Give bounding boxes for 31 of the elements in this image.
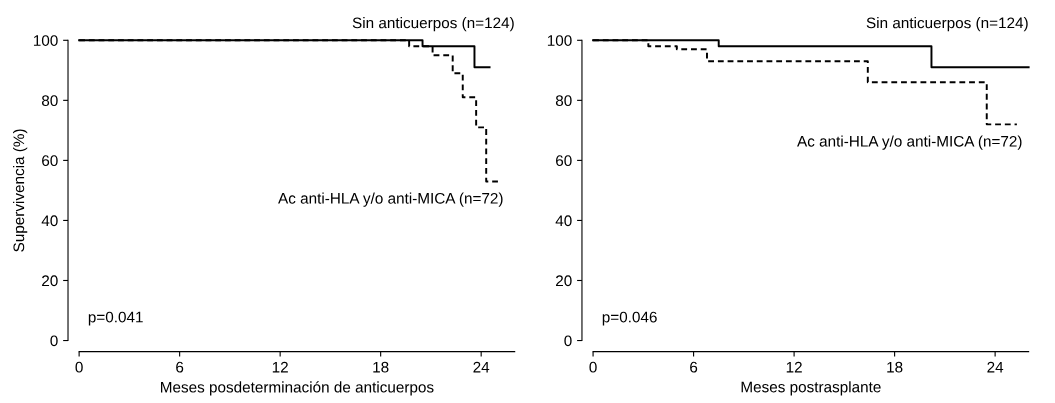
y-tick-label: 40 bbox=[555, 215, 572, 227]
x-tick-label: 0 bbox=[75, 361, 83, 373]
series-label: Sin anticuerpos (n=124) bbox=[352, 17, 514, 32]
series-label: Ac anti-HLA y/o anti-MICA (n=72) bbox=[797, 135, 1022, 150]
x-axis-title: Meses posdeterminación de anticuerpos bbox=[161, 381, 434, 396]
y-tick-label: 0 bbox=[50, 335, 58, 347]
y-tick-label: 100 bbox=[33, 35, 58, 46]
y-tick-label: 40 bbox=[41, 215, 58, 227]
x-tick-label: 12 bbox=[786, 361, 802, 373]
y-axis-title: Supervivencia (%) bbox=[13, 129, 28, 252]
y-tick-label: 100 bbox=[547, 35, 572, 46]
x-tick-label: 18 bbox=[373, 361, 389, 373]
y-tick-label: 80 bbox=[41, 95, 58, 107]
x-axis-title: Meses postrasplante bbox=[741, 381, 881, 396]
series-label: Sin anticuerpos (n=124) bbox=[866, 17, 1028, 32]
series-label: Ac anti-HLA y/o anti-MICA (n=72) bbox=[278, 192, 503, 207]
y-tick-label: 20 bbox=[42, 275, 58, 287]
x-tick-label: 24 bbox=[473, 361, 490, 373]
y-tick-label: 0 bbox=[564, 335, 572, 347]
y-tick-label: 60 bbox=[556, 155, 572, 167]
y-tick-label: 60 bbox=[42, 155, 58, 167]
x-tick-label: 24 bbox=[987, 361, 1004, 373]
y-tick-label: 20 bbox=[556, 275, 572, 287]
y-tick-label: 80 bbox=[555, 95, 572, 107]
x-tick-label: 6 bbox=[176, 361, 184, 373]
x-tick-label: 18 bbox=[887, 361, 903, 373]
annotation: p=0.041 bbox=[88, 311, 143, 326]
x-tick-label: 6 bbox=[690, 361, 698, 373]
x-tick-label: 0 bbox=[589, 361, 597, 373]
annotation: p=0.046 bbox=[602, 311, 657, 326]
x-tick-label: 12 bbox=[272, 361, 288, 373]
